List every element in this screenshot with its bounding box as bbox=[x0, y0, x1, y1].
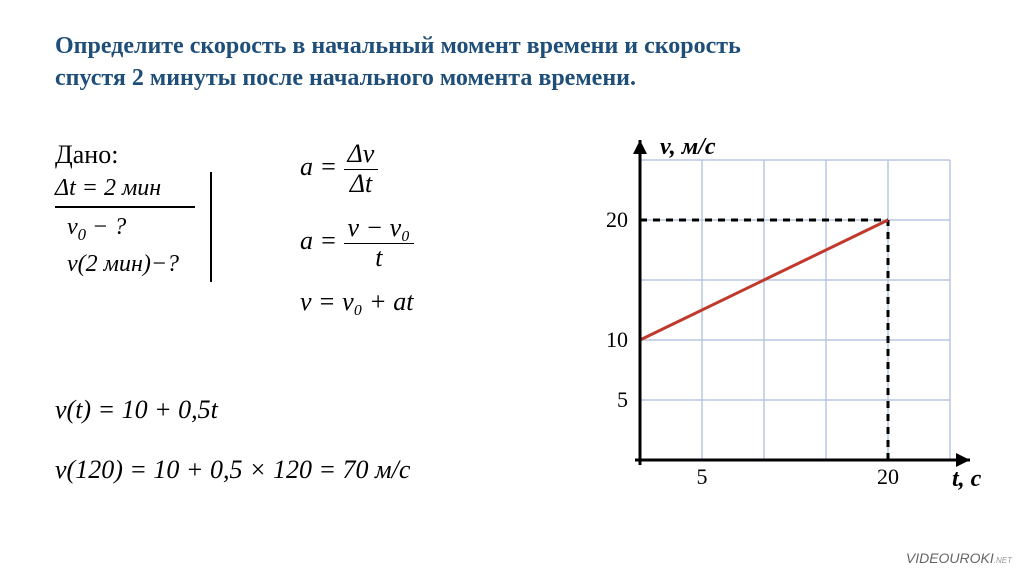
eq1-den: Δt bbox=[344, 170, 379, 199]
given-divider bbox=[210, 172, 212, 282]
eq-v120: v(120) = 10 + 0,5 × 120 = 70 м/с bbox=[55, 455, 410, 485]
eq2-fraction: v − v₀ t bbox=[344, 214, 415, 272]
eq2-lhs: a = bbox=[300, 226, 337, 255]
problem-title: Определите скорость в начальный момент в… bbox=[55, 30, 969, 95]
velocity-chart: 5 20 5 10 20 v, м/с t, с bbox=[570, 130, 990, 510]
svg-text:10: 10 bbox=[606, 327, 628, 352]
eq-acceleration-2: a = v − v₀ t bbox=[300, 214, 414, 272]
equations-block: a = Δv Δt a = v − v₀ t v = v₀ + at bbox=[300, 140, 414, 333]
svg-text:20: 20 bbox=[877, 464, 899, 489]
watermark-sub: .NET bbox=[994, 556, 1012, 565]
title-line-1: Определите скорость в начальный момент в… bbox=[55, 33, 741, 59]
eq-acceleration-1: a = Δv Δt bbox=[300, 140, 414, 198]
given-v2: v(2 мин)−? bbox=[55, 251, 255, 278]
eq-vt: v(t) = 10 + 0,5t bbox=[55, 395, 218, 425]
svg-text:5: 5 bbox=[697, 464, 708, 489]
eq1-lhs: a = bbox=[300, 152, 337, 181]
given-label: Дано: bbox=[55, 140, 118, 170]
watermark-text: VIDEOUROKI bbox=[906, 550, 994, 566]
svg-text:5: 5 bbox=[617, 387, 628, 412]
watermark: VIDEOUROKI.NET bbox=[906, 550, 1012, 566]
given-dt: Δt = 2 мин bbox=[55, 175, 195, 208]
eq2-num: v − v₀ bbox=[344, 214, 415, 244]
svg-text:t, с: t, с bbox=[952, 466, 982, 492]
eq-velocity: v = v₀ + at bbox=[300, 288, 414, 317]
svg-text:v, м/с: v, м/с bbox=[660, 134, 716, 160]
svg-text:20: 20 bbox=[606, 207, 628, 232]
eq1-num: Δv bbox=[344, 140, 379, 170]
given-v0: v0 − ? bbox=[55, 214, 255, 245]
eq1-fraction: Δv Δt bbox=[344, 140, 379, 198]
given-block: Δt = 2 мин v0 − ? v(2 мин)−? bbox=[55, 175, 255, 278]
title-line-2: спустя 2 минуты после начального момента… bbox=[55, 65, 636, 91]
eq2-den: t bbox=[344, 244, 415, 273]
